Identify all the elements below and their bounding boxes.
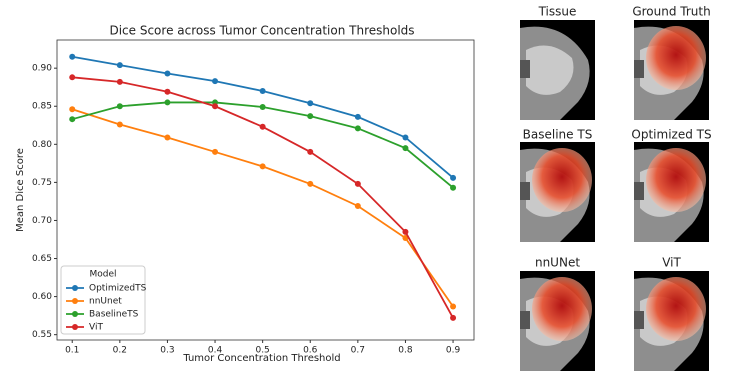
y-tick-label: 0.80 <box>32 140 52 150</box>
data-point <box>164 71 170 77</box>
panel-title: Ground Truth <box>632 5 710 19</box>
data-point <box>117 103 123 109</box>
data-point <box>355 114 361 120</box>
data-point <box>307 181 313 187</box>
data-point <box>260 163 266 169</box>
data-point <box>212 103 218 109</box>
data-point <box>164 99 170 105</box>
legend-label: ViT <box>89 323 103 333</box>
x-tick-label: 0.7 <box>351 346 365 356</box>
series-line <box>72 102 453 187</box>
y-tick-label: 0.85 <box>32 102 52 112</box>
figure: Dice Score across Tumor Concentration Th… <box>0 0 729 371</box>
panel-title: Tissue <box>538 5 577 19</box>
x-tick-label: 0.4 <box>208 346 223 356</box>
image-panels: Tissue Ground Truth Baseline TS Optimized T… <box>520 5 712 371</box>
data-point <box>212 78 218 84</box>
data-point <box>260 104 266 110</box>
panel-title: Optimized TS <box>631 128 711 142</box>
x-tick-label: 0.2 <box>113 346 127 356</box>
data-point <box>260 124 266 130</box>
ventricle <box>634 311 644 329</box>
page: Dice Score across Tumor Concentration Th… <box>0 0 729 371</box>
data-point <box>117 62 123 68</box>
x-tick-label: 0.8 <box>398 346 413 356</box>
data-point <box>402 134 408 140</box>
panel-title: nnUNet <box>535 256 580 270</box>
y-axis-label: Mean Dice Score <box>15 148 26 232</box>
series-line <box>72 57 453 178</box>
data-point <box>69 106 75 112</box>
x-tick-label: 0.5 <box>255 346 269 356</box>
x-tick-label: 0.1 <box>65 346 79 356</box>
legend-marker <box>72 298 78 304</box>
x-tick-label: 0.9 <box>446 346 461 356</box>
data-point <box>307 149 313 155</box>
x-tick-label: 0.6 <box>303 346 318 356</box>
data-point <box>402 229 408 235</box>
legend-title: Model <box>89 270 116 280</box>
y-tick-label: 0.75 <box>32 178 52 188</box>
panel-title: ViT <box>662 256 681 270</box>
y-tick-label: 0.70 <box>32 216 52 226</box>
y-tick-label: 0.65 <box>32 254 52 264</box>
legend-marker <box>72 311 78 317</box>
data-point <box>117 122 123 128</box>
data-point <box>260 88 266 94</box>
legend-label: nnUnet <box>89 297 122 307</box>
ventricle <box>520 182 530 200</box>
data-point <box>164 89 170 95</box>
data-point <box>402 145 408 151</box>
tumor-map <box>646 277 706 341</box>
ventricle <box>634 182 644 200</box>
ventricle <box>520 311 530 329</box>
data-point <box>355 181 361 187</box>
legend-label: BaselineTS <box>89 310 139 320</box>
panel-title: Baseline TS <box>523 128 593 142</box>
legend-marker <box>72 285 78 291</box>
tumor-map <box>646 148 706 212</box>
ventricle <box>634 60 644 78</box>
data-point <box>355 125 361 131</box>
chart-title: Dice Score across Tumor Concentration Th… <box>109 24 414 38</box>
data-point <box>117 79 123 85</box>
legend-marker <box>72 324 78 330</box>
y-tick-label: 0.60 <box>32 292 52 302</box>
data-point <box>307 100 313 106</box>
data-point <box>450 303 456 309</box>
data-point <box>450 315 456 321</box>
y-tick-label: 0.55 <box>32 330 52 340</box>
data-point <box>69 74 75 80</box>
data-point <box>69 54 75 60</box>
legend-label: OptimizedTS <box>89 284 147 294</box>
ventricle <box>520 60 530 78</box>
tumor-map <box>646 26 706 90</box>
data-point <box>69 116 75 122</box>
data-point <box>450 175 456 181</box>
y-tick-label: 0.90 <box>32 64 52 74</box>
x-tick-label: 0.3 <box>160 346 174 356</box>
tumor-map <box>532 277 592 341</box>
data-point <box>355 203 361 209</box>
data-point <box>450 185 456 191</box>
data-point <box>307 113 313 119</box>
tumor-map <box>532 148 592 212</box>
data-point <box>164 134 170 140</box>
data-point <box>212 149 218 155</box>
